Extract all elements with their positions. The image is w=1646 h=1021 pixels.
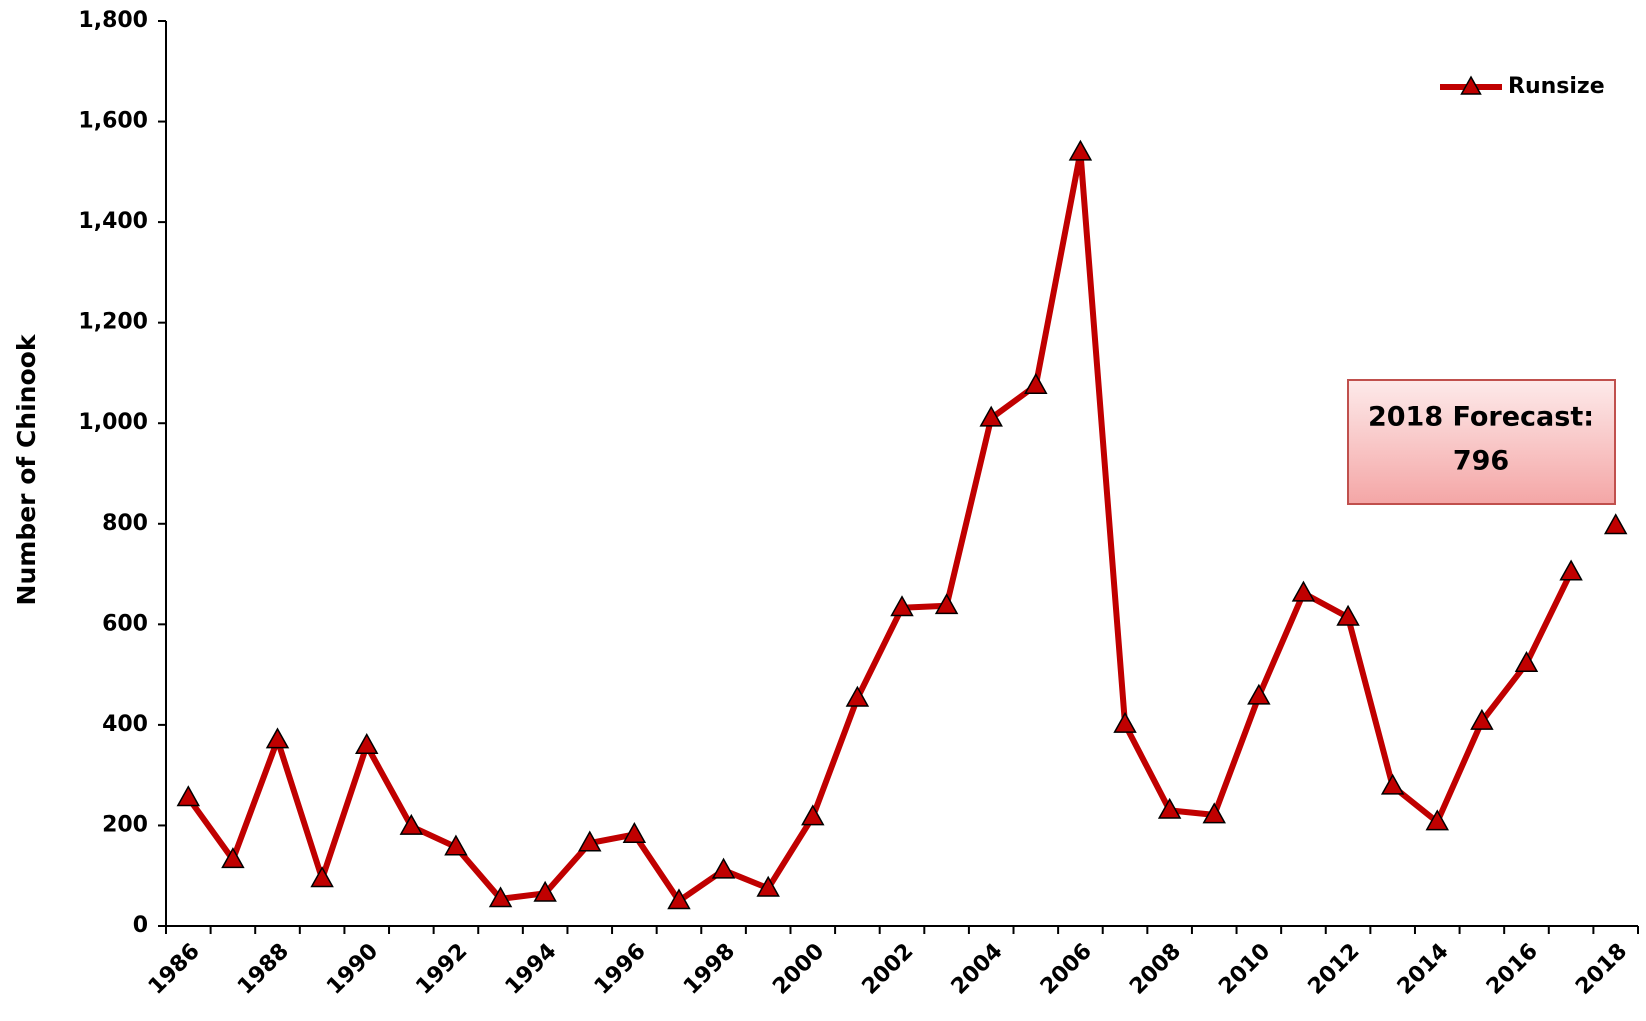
marker bbox=[845, 685, 870, 707]
x-tick-label: 1994 bbox=[501, 939, 562, 1000]
x-tick-label: 1990 bbox=[322, 939, 383, 1000]
marker bbox=[1024, 372, 1048, 394]
marker bbox=[533, 880, 557, 902]
y-tick-label: 1,600 bbox=[78, 109, 148, 134]
y-tick-label: 1,800 bbox=[78, 8, 148, 33]
x-tick-label: 1986 bbox=[144, 939, 205, 1000]
marker bbox=[354, 732, 379, 754]
x-tick-label: 2004 bbox=[947, 939, 1008, 1000]
annotation-value: 796 bbox=[1453, 446, 1509, 477]
marker bbox=[176, 785, 201, 807]
marker bbox=[578, 830, 602, 852]
marker bbox=[667, 888, 691, 910]
y-tick-label: 1,200 bbox=[78, 310, 148, 335]
y-tick-label: 400 bbox=[102, 712, 148, 737]
x-tick-label: 1996 bbox=[590, 939, 651, 1000]
y-axis-title: Number of Chinook bbox=[12, 333, 41, 605]
marker bbox=[1202, 802, 1226, 824]
x-tick-label: 2002 bbox=[858, 939, 919, 1000]
legend-label: Runsize bbox=[1508, 74, 1605, 99]
marker bbox=[756, 875, 780, 897]
y-tick-label: 200 bbox=[102, 812, 148, 837]
marker bbox=[1157, 797, 1182, 819]
x-tick-label: 1988 bbox=[233, 939, 294, 1000]
y-tick-label: 600 bbox=[102, 611, 148, 636]
marker bbox=[1380, 773, 1405, 795]
marker bbox=[1425, 809, 1449, 831]
y-tick-label: 800 bbox=[102, 511, 148, 536]
marker bbox=[801, 804, 825, 826]
x-tick-label: 2000 bbox=[768, 939, 829, 1000]
forecast-marker bbox=[1603, 513, 1628, 535]
y-tick-label: 0 bbox=[133, 913, 148, 938]
marker bbox=[1291, 580, 1316, 602]
marker bbox=[444, 834, 468, 856]
marker bbox=[711, 857, 736, 879]
marker bbox=[310, 866, 334, 888]
x-tick-label: 2006 bbox=[1036, 939, 1097, 1000]
marker bbox=[622, 821, 647, 843]
x-tick-label: 2010 bbox=[1214, 939, 1275, 1000]
y-tick-label: 1,400 bbox=[78, 209, 148, 234]
legend-marker bbox=[1460, 75, 1482, 95]
series-line bbox=[185, 149, 1574, 904]
x-tick-label: 2012 bbox=[1304, 939, 1365, 1000]
marker bbox=[399, 813, 424, 835]
x-tick-label: 1992 bbox=[411, 939, 472, 1000]
x-tick-label: 2008 bbox=[1125, 939, 1186, 1000]
marker bbox=[1068, 139, 1093, 161]
marker bbox=[1113, 711, 1137, 733]
marker bbox=[890, 595, 914, 617]
marker bbox=[979, 405, 1003, 427]
x-tick-label: 2014 bbox=[1393, 939, 1454, 1000]
marker bbox=[488, 886, 513, 908]
x-tick-label: 2016 bbox=[1482, 939, 1543, 1000]
marker bbox=[1247, 683, 1271, 705]
y-tick-label: 1,000 bbox=[78, 410, 148, 435]
marker bbox=[265, 727, 290, 749]
marker bbox=[1470, 708, 1494, 730]
x-tick-label: 2018 bbox=[1571, 939, 1632, 1000]
marker bbox=[934, 593, 959, 615]
annotation-label: 2018 Forecast: bbox=[1368, 402, 1594, 433]
annotation-box bbox=[1347, 379, 1616, 505]
marker bbox=[1559, 559, 1583, 581]
marker bbox=[1336, 604, 1360, 626]
marker bbox=[221, 847, 245, 869]
marker bbox=[1514, 651, 1539, 672]
x-tick-label: 1998 bbox=[679, 939, 740, 1000]
